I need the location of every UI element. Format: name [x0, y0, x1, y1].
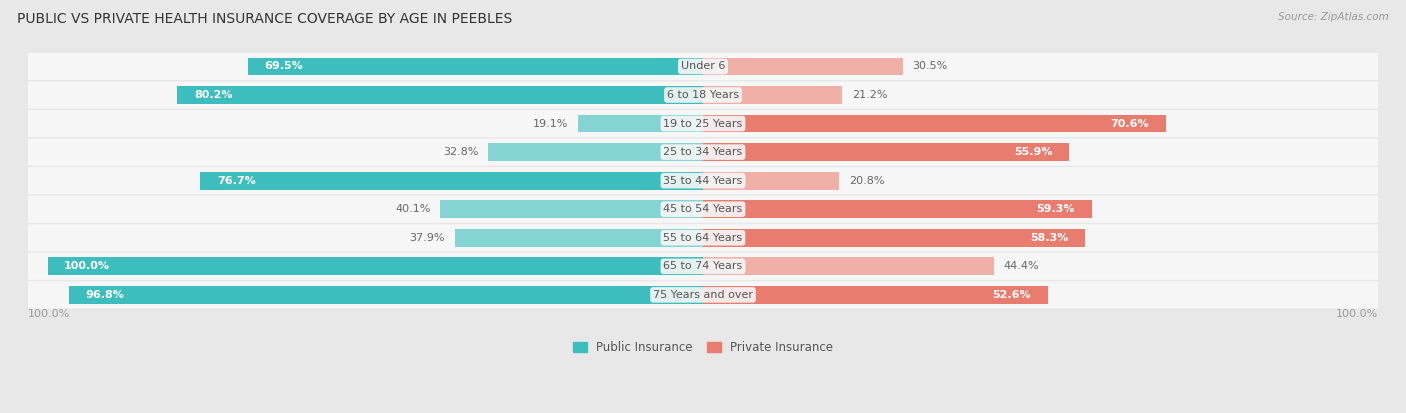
Bar [703, 86, 842, 104]
Bar [440, 200, 703, 218]
Text: 40.1%: 40.1% [395, 204, 430, 214]
Bar [201, 172, 703, 190]
Bar [703, 200, 1091, 218]
Bar [703, 257, 994, 275]
FancyBboxPatch shape [28, 167, 1378, 194]
Text: 55.9%: 55.9% [1014, 147, 1053, 157]
Text: 55 to 64 Years: 55 to 64 Years [664, 233, 742, 243]
Legend: Public Insurance, Private Insurance: Public Insurance, Private Insurance [567, 335, 839, 360]
FancyBboxPatch shape [28, 53, 1378, 80]
Bar [703, 143, 1070, 161]
Text: Source: ZipAtlas.com: Source: ZipAtlas.com [1278, 12, 1389, 22]
FancyBboxPatch shape [28, 281, 1378, 309]
Text: 69.5%: 69.5% [264, 62, 302, 71]
Text: 100.0%: 100.0% [28, 309, 70, 319]
Text: 65 to 74 Years: 65 to 74 Years [664, 261, 742, 271]
Bar [69, 286, 703, 304]
Text: 19.1%: 19.1% [533, 119, 568, 128]
Text: 32.8%: 32.8% [443, 147, 478, 157]
FancyBboxPatch shape [28, 224, 1378, 252]
Bar [488, 143, 703, 161]
Text: 44.4%: 44.4% [1004, 261, 1039, 271]
Text: 76.7%: 76.7% [217, 176, 256, 186]
Text: 80.2%: 80.2% [194, 90, 232, 100]
Text: 70.6%: 70.6% [1111, 119, 1149, 128]
FancyBboxPatch shape [28, 81, 1378, 109]
Bar [247, 57, 703, 75]
Text: 25 to 34 Years: 25 to 34 Years [664, 147, 742, 157]
Bar [177, 86, 703, 104]
Bar [578, 115, 703, 133]
Text: 37.9%: 37.9% [409, 233, 444, 243]
Text: 21.2%: 21.2% [852, 90, 887, 100]
Text: 52.6%: 52.6% [993, 290, 1031, 300]
Bar [703, 229, 1085, 247]
Text: 6 to 18 Years: 6 to 18 Years [666, 90, 740, 100]
Text: 59.3%: 59.3% [1036, 204, 1076, 214]
Text: 20.8%: 20.8% [849, 176, 884, 186]
Text: 96.8%: 96.8% [86, 290, 124, 300]
Bar [48, 257, 703, 275]
Bar [454, 229, 703, 247]
Text: 58.3%: 58.3% [1031, 233, 1069, 243]
Text: 30.5%: 30.5% [912, 62, 948, 71]
FancyBboxPatch shape [28, 138, 1378, 166]
Text: 75 Years and over: 75 Years and over [652, 290, 754, 300]
Text: Under 6: Under 6 [681, 62, 725, 71]
Text: PUBLIC VS PRIVATE HEALTH INSURANCE COVERAGE BY AGE IN PEEBLES: PUBLIC VS PRIVATE HEALTH INSURANCE COVER… [17, 12, 512, 26]
Bar [703, 286, 1047, 304]
Text: 35 to 44 Years: 35 to 44 Years [664, 176, 742, 186]
Bar [703, 115, 1166, 133]
Text: 100.0%: 100.0% [65, 261, 110, 271]
Text: 19 to 25 Years: 19 to 25 Years [664, 119, 742, 128]
FancyBboxPatch shape [28, 110, 1378, 137]
Text: 100.0%: 100.0% [1336, 309, 1378, 319]
Bar [703, 172, 839, 190]
FancyBboxPatch shape [28, 253, 1378, 280]
Text: 45 to 54 Years: 45 to 54 Years [664, 204, 742, 214]
FancyBboxPatch shape [28, 196, 1378, 223]
Bar [703, 57, 903, 75]
